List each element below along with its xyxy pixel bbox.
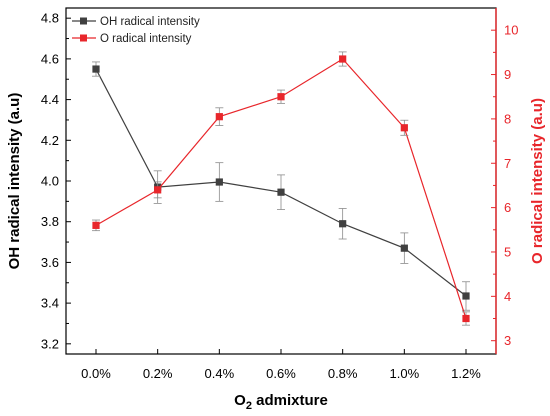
right-y-tick-label: 3 xyxy=(504,333,511,348)
legend-label-o: O radical intensity xyxy=(100,33,192,45)
right-y-tick-label: 6 xyxy=(504,200,511,215)
left-y-tick-label: 4.2 xyxy=(41,133,59,148)
left-y-axis-title: OH radical intensity (a.u) xyxy=(6,93,23,270)
data-point-oh xyxy=(462,292,470,300)
x-tick-label: 0.0% xyxy=(81,366,111,381)
series-layer xyxy=(92,51,470,326)
data-point-o xyxy=(215,113,223,121)
x-tick-label: 1.0% xyxy=(390,366,420,381)
x-tick-label: 0.4% xyxy=(205,366,235,381)
right-y-tick-label: 10 xyxy=(504,23,518,38)
x-axis: 0.0% 0.2% 0.4% 0.6% 0.8% 1.0% 1.2% xyxy=(81,349,481,381)
right-y-tick-label: 9 xyxy=(504,67,511,82)
right-y-tick-label: 8 xyxy=(504,111,511,126)
left-y-axis: 3.2 3.4 3.6 3.8 4.0 4.2 4.4 4.6 4.8 xyxy=(41,11,71,351)
legend-label-oh: OH radical intensity xyxy=(100,16,200,28)
legend-item-oh: OH radical intensity xyxy=(72,16,200,28)
left-y-tick-label: 4.8 xyxy=(41,11,59,26)
data-point-o xyxy=(92,221,100,229)
right-y-axis-title: O radical intensity (a.u) xyxy=(529,98,546,264)
right-y-axis: 3 4 5 6 7 8 9 10 xyxy=(491,23,518,348)
series-o xyxy=(92,51,470,326)
data-point-o xyxy=(277,93,285,101)
x-axis-title-rest: admixture xyxy=(252,392,328,409)
data-point-oh xyxy=(400,244,408,252)
legend-marker-o xyxy=(80,34,87,42)
left-y-tick-label: 4.4 xyxy=(41,92,59,107)
legend-item-o: O radical intensity xyxy=(72,33,192,45)
x-axis-title-subscript: 2 xyxy=(246,400,252,412)
x-axis-title: O2 admixture xyxy=(234,392,328,412)
x-axis-title-main: O xyxy=(234,392,246,409)
right-y-tick-label: 5 xyxy=(504,244,511,259)
x-tick-label: 1.2% xyxy=(451,366,481,381)
data-point-oh xyxy=(339,220,347,228)
data-point-o xyxy=(154,186,162,194)
x-tick-label: 0.2% xyxy=(143,366,173,381)
left-y-tick-label: 3.6 xyxy=(41,255,59,270)
data-point-o xyxy=(339,55,347,63)
left-y-tick-label: 4.6 xyxy=(41,51,59,66)
left-y-tick-label: 3.8 xyxy=(41,214,59,229)
right-y-tick-label: 7 xyxy=(504,156,511,171)
x-tick-label: 0.6% xyxy=(266,366,296,381)
left-y-tick-label: 3.4 xyxy=(41,296,59,311)
legend-marker-oh xyxy=(80,17,87,25)
left-y-tick-label: 4.0 xyxy=(41,174,59,189)
data-point-o xyxy=(400,124,408,132)
right-y-tick-label: 4 xyxy=(504,289,511,304)
data-point-oh xyxy=(92,65,100,73)
legend: OH radical intensity O radical intensity xyxy=(72,16,200,45)
data-point-o xyxy=(462,314,470,323)
data-point-oh xyxy=(215,178,223,186)
x-tick-label: 0.8% xyxy=(328,366,358,381)
left-y-tick-label: 3.2 xyxy=(41,336,59,351)
data-point-oh xyxy=(277,188,285,196)
